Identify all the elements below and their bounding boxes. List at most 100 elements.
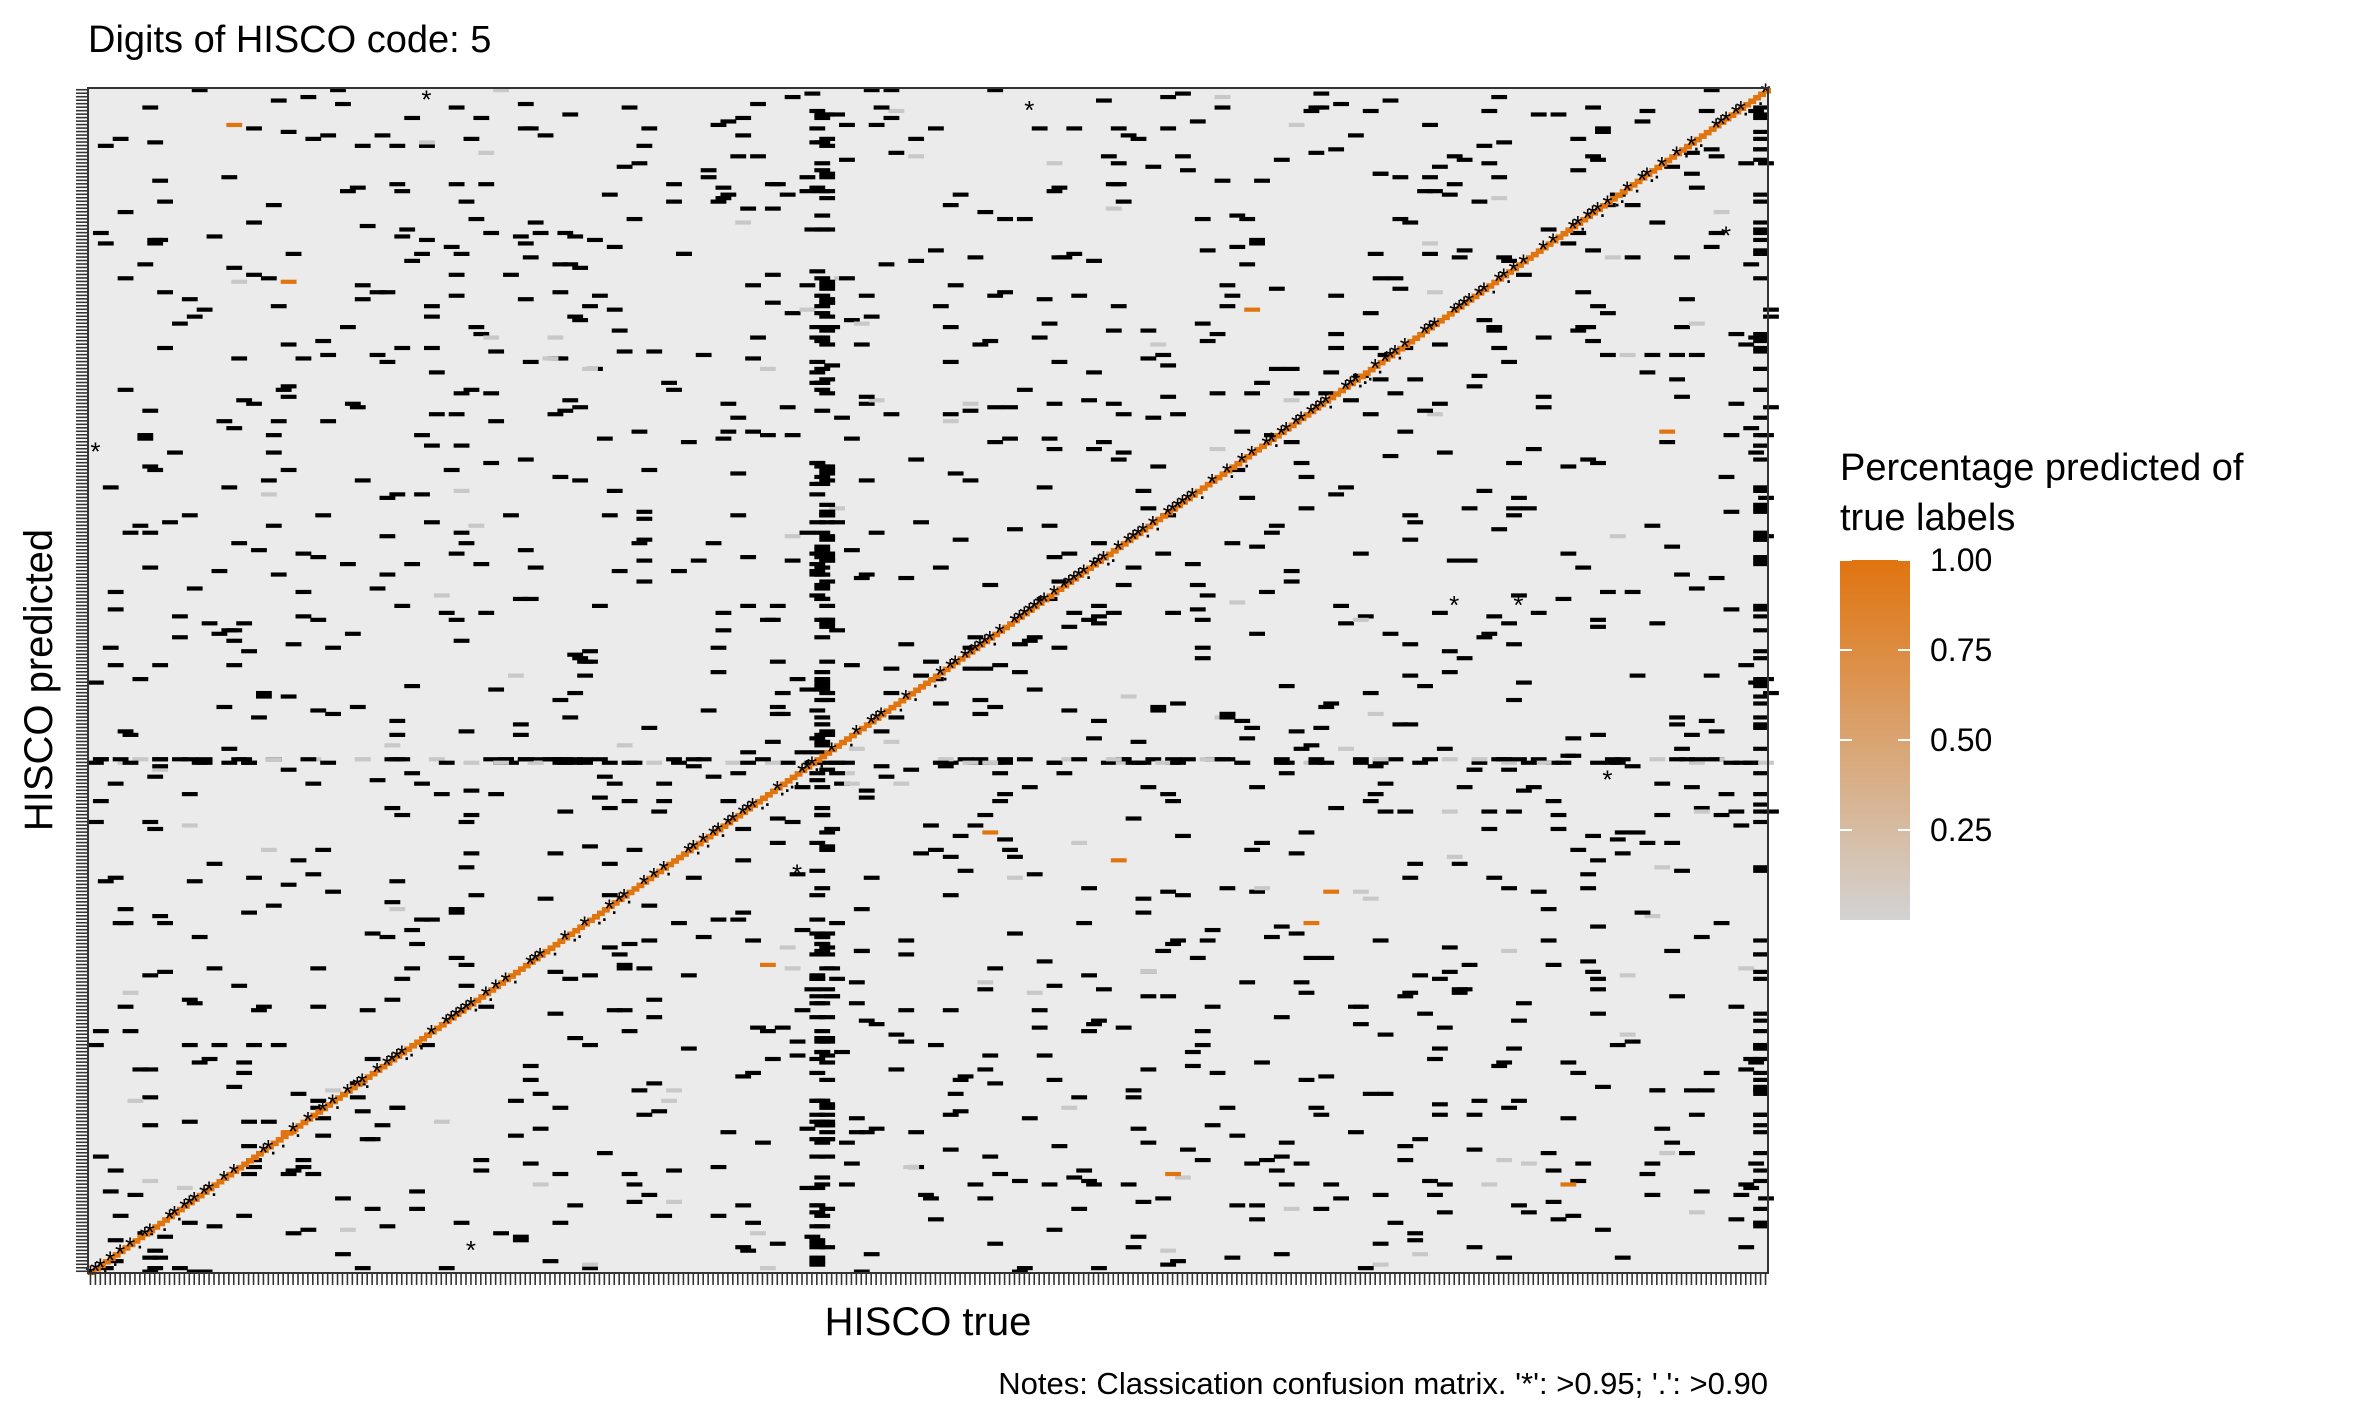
diagonal-cell bbox=[715, 826, 724, 833]
diagonal-cell bbox=[1718, 119, 1727, 125]
matrix-cell bbox=[626, 1199, 643, 1204]
matrix-cell bbox=[1170, 760, 1186, 765]
matrix-marker: * bbox=[461, 994, 471, 1024]
matrix-cell bbox=[88, 680, 104, 685]
matrix-cell bbox=[1708, 729, 1725, 734]
diagonal-cell bbox=[700, 837, 709, 843]
matrix-cell bbox=[186, 1269, 203, 1274]
matrix-cell bbox=[473, 1157, 490, 1163]
matrix-cell bbox=[1392, 175, 1409, 180]
matrix-cell bbox=[972, 757, 989, 762]
matrix-cell bbox=[1723, 607, 1740, 612]
matrix-cell bbox=[1753, 443, 1769, 448]
matrix-cell bbox=[448, 182, 465, 187]
matrix-cell bbox=[122, 1029, 139, 1034]
matrix-cell bbox=[364, 1206, 381, 1211]
matrix-cell bbox=[1649, 757, 1666, 762]
matrix-cell bbox=[1530, 889, 1547, 894]
matrix-marker: . bbox=[280, 1123, 287, 1153]
matrix-cell bbox=[256, 1004, 272, 1009]
matrix-cell bbox=[389, 182, 406, 187]
matrix-cell bbox=[1753, 335, 1769, 340]
matrix-cell bbox=[804, 987, 821, 992]
matrix-cell bbox=[1432, 1046, 1448, 1051]
matrix-cell bbox=[577, 757, 593, 762]
matrix-cell bbox=[1451, 987, 1468, 992]
matrix-cell bbox=[1061, 757, 1078, 762]
matrix-cell bbox=[809, 593, 826, 598]
matrix-cell bbox=[181, 792, 198, 797]
matrix-cell bbox=[685, 764, 702, 769]
matrix-cell bbox=[542, 1259, 559, 1264]
matrix-cell bbox=[769, 711, 786, 717]
matrix-marker: * bbox=[1592, 196, 1602, 226]
matrix-cell bbox=[1748, 450, 1765, 455]
matrix-cell bbox=[1323, 1182, 1340, 1187]
matrix-cell bbox=[1590, 924, 1606, 929]
matrix-cell bbox=[1091, 718, 1107, 724]
diagonal-cell bbox=[1249, 450, 1258, 457]
matrix-cell bbox=[952, 1077, 969, 1082]
matrix-cell bbox=[1501, 621, 1517, 626]
diagonal-cell bbox=[750, 802, 759, 809]
matrix-cell bbox=[952, 1109, 969, 1114]
matrix-cell bbox=[1427, 412, 1443, 417]
matrix-cell bbox=[1417, 189, 1433, 194]
matrix-marker: * bbox=[525, 949, 535, 979]
matrix-cell bbox=[102, 485, 119, 490]
diagonal-cell bbox=[157, 1220, 166, 1227]
matrix-cell bbox=[364, 1056, 381, 1062]
matrix-marker: * bbox=[441, 1008, 451, 1038]
matrix-cell bbox=[191, 1060, 208, 1065]
matrix-cell bbox=[1753, 251, 1769, 256]
matrix-cell bbox=[1071, 293, 1088, 298]
matrix-cell bbox=[814, 338, 831, 344]
matrix-cell bbox=[468, 523, 485, 528]
matrix-cell bbox=[1288, 729, 1305, 734]
matrix-cell bbox=[1303, 743, 1320, 748]
matrix-cell bbox=[1352, 617, 1369, 622]
matrix-cell bbox=[295, 1164, 312, 1170]
diagonal-cell bbox=[1407, 338, 1416, 345]
matrix-cell bbox=[181, 1220, 198, 1225]
matrix-marker: * bbox=[95, 1252, 105, 1282]
matrix-cell bbox=[913, 520, 929, 525]
matrix-cell bbox=[448, 105, 465, 110]
matrix-cell bbox=[1738, 1067, 1755, 1072]
matrix-cell bbox=[814, 683, 831, 689]
matrix-cell bbox=[1753, 1220, 1769, 1225]
diagonal-cell bbox=[1555, 234, 1564, 240]
diagonal-cell bbox=[1194, 488, 1203, 495]
matrix-cell bbox=[1664, 164, 1681, 169]
matrix-cell bbox=[1338, 485, 1354, 490]
matrix-cell bbox=[1753, 952, 1769, 957]
matrix-cell bbox=[616, 1008, 633, 1013]
matrix-cell bbox=[764, 182, 781, 187]
matrix-cell bbox=[265, 433, 282, 438]
matrix-cell bbox=[1397, 429, 1414, 434]
matrix-cell bbox=[611, 328, 628, 333]
matrix-marker: . bbox=[601, 897, 608, 927]
matrix-cell bbox=[1669, 715, 1685, 720]
matrix-cell bbox=[740, 750, 757, 755]
matrix-cell bbox=[1565, 736, 1582, 741]
matrix-cell bbox=[1140, 328, 1157, 333]
matrix-cell bbox=[819, 509, 836, 514]
matrix-cell bbox=[1016, 216, 1033, 222]
matrix-cell bbox=[735, 910, 752, 915]
matrix-cell bbox=[1743, 1185, 1760, 1191]
matrix-cell bbox=[819, 624, 836, 629]
matrix-cell bbox=[957, 757, 974, 762]
matrix-cell bbox=[246, 875, 262, 880]
matrix-cell bbox=[1086, 736, 1102, 741]
matrix-cell bbox=[1273, 1154, 1290, 1159]
diagonal-cell bbox=[977, 642, 986, 648]
matrix-cell bbox=[1654, 781, 1671, 786]
matrix-cell bbox=[1481, 631, 1498, 636]
matrix-cell bbox=[824, 994, 841, 999]
matrix-cell bbox=[428, 370, 445, 375]
matrix-cell bbox=[1160, 1248, 1177, 1253]
matrix-cell bbox=[1471, 373, 1488, 378]
matrix-cell bbox=[493, 1231, 509, 1236]
matrix-cell bbox=[404, 683, 421, 689]
